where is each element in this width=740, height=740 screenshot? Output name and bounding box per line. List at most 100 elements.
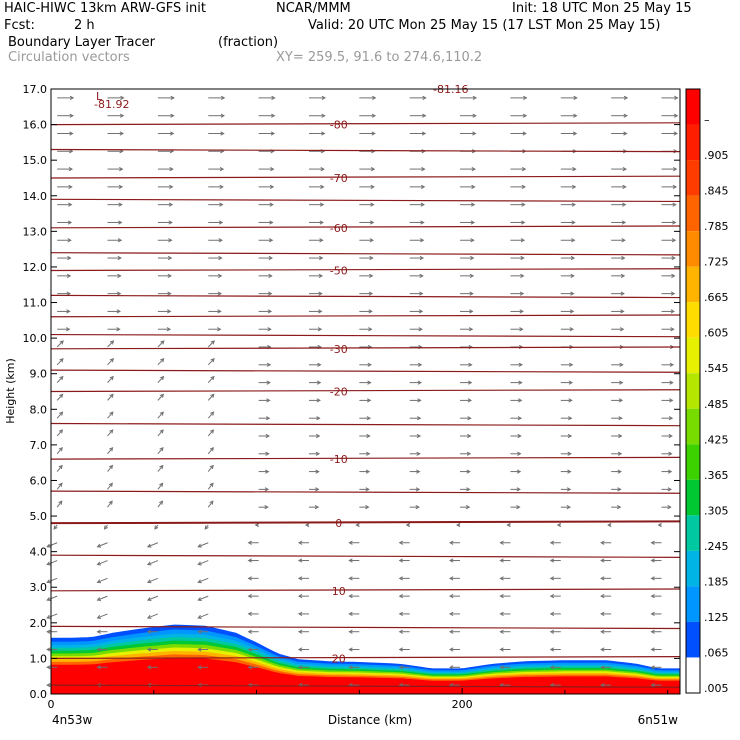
forecast-label: Fcst: (4, 18, 35, 33)
wind-vector-head (398, 594, 404, 599)
wind-vector-head (470, 220, 476, 225)
wind-vector-head (470, 238, 475, 243)
wind-vector-head (449, 647, 454, 652)
wind-vector (198, 560, 209, 566)
wind-vector-head (669, 380, 674, 385)
wind-vector-head (470, 202, 476, 207)
wind-vector-head (600, 629, 605, 634)
wind-vector (46, 577, 58, 583)
y-tick-label: 5.0 (30, 510, 48, 523)
wind-vector-head (621, 255, 626, 261)
y-tick-label: 13.0 (23, 225, 48, 238)
wind-vector-head (297, 594, 303, 599)
x-tick-label: 0 (48, 698, 55, 711)
wind-vector (97, 595, 108, 601)
wind-vector-head (600, 540, 605, 545)
contour-label: -70 (330, 172, 348, 185)
wind-vector-head (416, 451, 421, 456)
y-tick-label: 15.0 (23, 154, 48, 167)
wind-vector-head (567, 433, 573, 439)
wind-vector-head (420, 220, 425, 225)
wind-vector-head (472, 113, 477, 118)
contour-label: -30 (330, 343, 348, 356)
wind-vector-head (318, 309, 323, 314)
wind-vector-head (321, 95, 327, 101)
wind-vector-head (264, 505, 269, 510)
wind-vector-head (518, 362, 524, 367)
wind-vector (107, 483, 113, 490)
wind-vector (207, 376, 215, 383)
wind-vector-head (398, 647, 404, 652)
wind-vector-head (316, 398, 321, 403)
wind-vector-head (116, 327, 121, 332)
wind-vector (147, 595, 159, 601)
wind-vector-head (318, 291, 323, 296)
wind-vector-head (672, 220, 677, 225)
wind-vector-head (67, 220, 73, 225)
wind-vector-head (549, 665, 555, 670)
wind-vector (46, 613, 58, 619)
wind-vector-head (499, 576, 504, 581)
wind-vector-head (210, 411, 215, 416)
wind-vector (107, 376, 114, 383)
wind-vector-head (668, 416, 674, 421)
wind-vector-head (417, 380, 422, 385)
wind-vector (56, 500, 63, 508)
colorbar-label: .545 (704, 362, 729, 375)
wind-vector-head (315, 451, 321, 456)
y-tick-label: 7.0 (30, 439, 48, 452)
temperature-contour (50, 520, 681, 525)
wind-vector-head (466, 469, 471, 474)
y-tick-label: 14.0 (23, 190, 48, 203)
wind-vector (107, 411, 114, 419)
wind-vector-head (472, 95, 478, 101)
x-right-endpoint: 6n51w (638, 713, 679, 727)
wind-vector-head (46, 614, 51, 619)
wind-vector-head (416, 469, 421, 474)
wind-vector-head (318, 273, 324, 278)
wind-vector-head (572, 166, 577, 172)
wind-vector-head (368, 309, 373, 314)
wind-vector-head (650, 647, 655, 652)
wind-vector-head (521, 220, 526, 225)
wind-vector-head (671, 255, 676, 261)
wind-vector-head (315, 487, 320, 492)
colorbar-swatch (686, 479, 700, 516)
wind-vector-head (267, 327, 272, 332)
wind-vector-head (366, 416, 372, 421)
wind-vector-head (618, 416, 623, 421)
wind-vector-head (521, 166, 527, 172)
wind-vector-head (247, 665, 252, 670)
wind-vector-head (96, 629, 101, 634)
wind-vector-head (159, 464, 164, 470)
wind-vector-head (568, 398, 573, 403)
wind-vector-head (623, 131, 628, 136)
wind-vector-head (668, 433, 673, 439)
wind-vector-head (267, 309, 273, 314)
wind-vector-head (254, 522, 259, 528)
colorbar-swatch (686, 550, 700, 587)
wind-vector-head (499, 629, 504, 634)
temperature-contour (50, 314, 681, 318)
colorbar-label: .605 (704, 327, 729, 340)
wind-vector-head (650, 682, 655, 688)
wind-vector-head (109, 393, 114, 398)
wind-vector-head (620, 309, 625, 314)
wind-vector (157, 394, 164, 401)
wind-vector (46, 560, 58, 566)
colorbar-label: .845 (704, 185, 729, 198)
wind-vector-head (617, 487, 622, 492)
wind-vector-head (46, 561, 51, 566)
wind-vector-head (572, 131, 578, 136)
wind-vector-head (365, 469, 371, 474)
wind-vector-head (573, 95, 578, 101)
wind-vector-head (517, 451, 522, 456)
wind-vector-head (168, 202, 174, 207)
wind-vector-head (348, 647, 353, 652)
wind-vector-head (59, 411, 64, 416)
wind-vector-head (421, 166, 426, 172)
wind-vector-head (516, 487, 521, 492)
wind-vector-head (270, 131, 276, 136)
field-units: (fraction) (218, 35, 279, 50)
